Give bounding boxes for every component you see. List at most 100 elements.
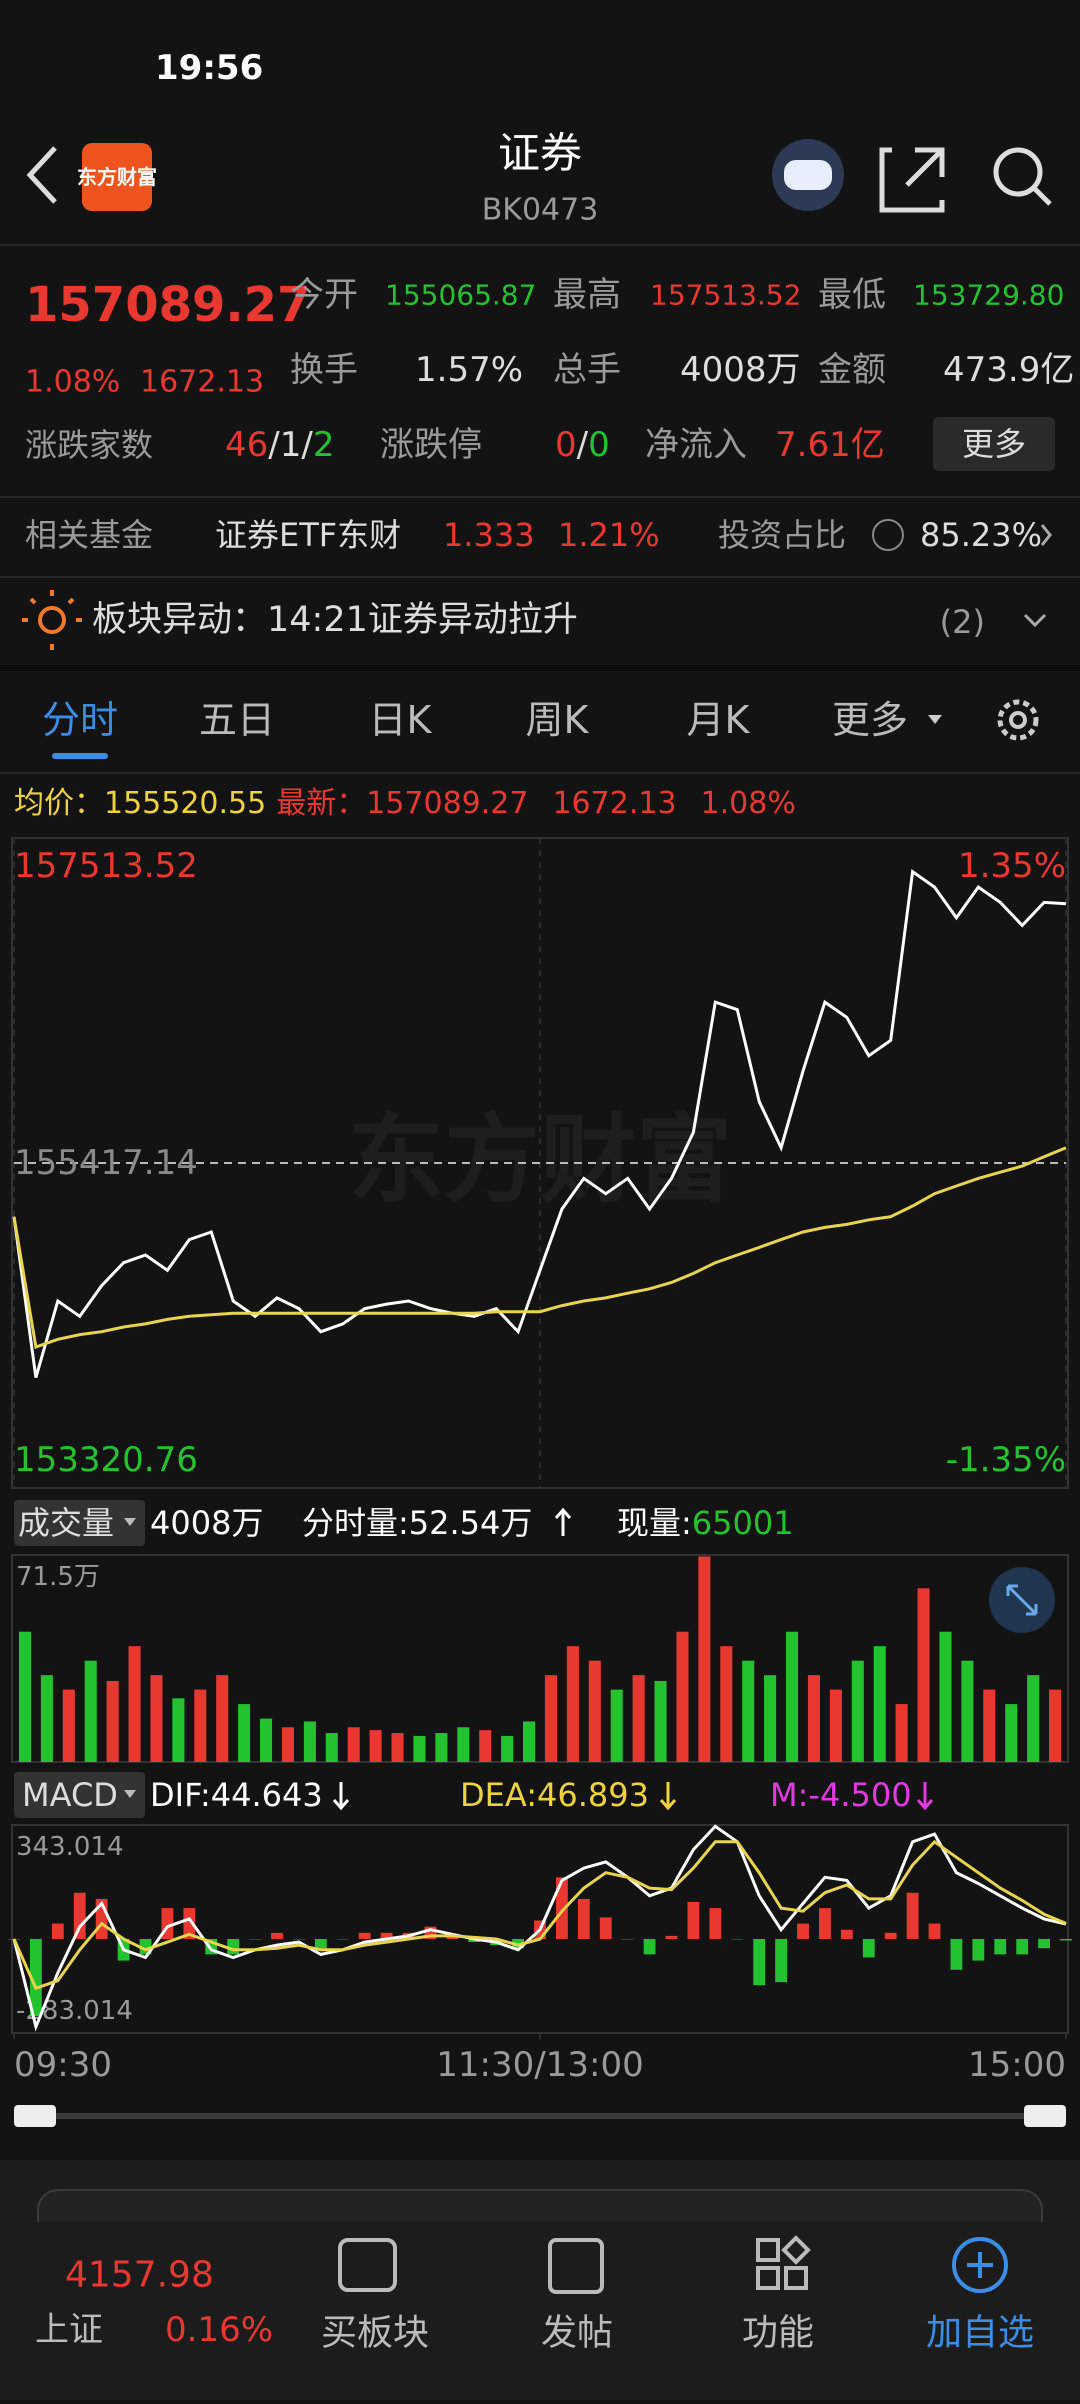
tab[interactable]: 更多 (832, 698, 908, 742)
volume-bar (1049, 1689, 1062, 1762)
volume-bar (983, 1689, 996, 1762)
text-part: 46 (225, 425, 268, 465)
macd-bar (205, 1938, 218, 1955)
text-part: 65001 (692, 1504, 794, 1542)
volume-bar (939, 1631, 952, 1762)
share-button[interactable] (879, 147, 945, 213)
volume-bar (1005, 1704, 1018, 1762)
macd-selector-label[interactable]: MACD (22, 1776, 118, 1814)
y-tick-label: 343.014 (16, 1832, 124, 1862)
macd-selector[interactable] (14, 1772, 145, 1818)
volume-bar (588, 1660, 601, 1762)
help-icon[interactable] (872, 519, 904, 551)
data-line (12, 1824, 1067, 2032)
field-label: 最高 (553, 275, 621, 315)
last-price: 157089.27 (25, 277, 310, 333)
volume-bar (347, 1727, 360, 1762)
macd-bar (753, 1938, 766, 1986)
volume-bar (194, 1689, 207, 1762)
tab[interactable]: 周K (526, 698, 590, 742)
limit-label: 涨跌停 (380, 425, 482, 465)
y-tick-label: 155417.14 (14, 1143, 198, 1183)
macd-bar (862, 1938, 875, 1958)
macd-bar (249, 1938, 261, 1940)
macd-m: M:-4.500 (770, 1776, 912, 1814)
volume-bar (632, 1675, 645, 1762)
up-arrow (554, 1507, 572, 1536)
nav-label[interactable]: 买板块 (321, 2313, 429, 2354)
field-label: 今开 (290, 275, 358, 315)
macd-bar (161, 1908, 174, 1939)
chevron[interactable] (1023, 613, 1047, 628)
back-button[interactable] (26, 146, 57, 204)
settings-button[interactable] (997, 699, 1039, 741)
summary-line: 均价：155520.55 最新：157089.27 1672.13 1.08% (14, 786, 796, 821)
field-value: 153729.80 (913, 279, 1064, 312)
status-time: 19:56 (155, 48, 263, 88)
macd-bar (599, 1917, 612, 1939)
change-pct: 1.08% (25, 365, 120, 400)
macd-bar (840, 1929, 853, 1939)
dropdown-arrow (928, 715, 942, 724)
net-inflow-label: 净流入 (645, 425, 747, 465)
nav-label[interactable]: 发帖 (541, 2313, 613, 2354)
search-button[interactable] (993, 147, 1043, 197)
volume-bar (676, 1631, 689, 1762)
volume-selector-label[interactable]: 成交量 (18, 1504, 114, 1542)
macd-bar (227, 1938, 240, 1955)
tab[interactable]: 五日 (199, 698, 275, 742)
sector-code: BK0473 (482, 193, 599, 228)
nav-label[interactable]: 功能 (742, 2313, 814, 2354)
weight-value: 85.23% (920, 516, 1042, 554)
text-part: 现量: (617, 1504, 692, 1542)
tab[interactable]: 分时 (42, 698, 118, 742)
volume-bar (807, 1675, 820, 1762)
macd-bar (358, 1932, 371, 1939)
volume-bar (764, 1675, 777, 1762)
macd-bar (819, 1908, 831, 1939)
volume-bar (786, 1631, 799, 1762)
macd-bar (183, 1908, 196, 1939)
text-part: / (577, 425, 589, 465)
macd-bar (1038, 1938, 1050, 1949)
text-part: / (301, 425, 313, 465)
y-tick-label: 157513.52 (14, 846, 198, 886)
macd-bar (30, 1938, 42, 2017)
section-gap (0, 665, 1080, 671)
volume-bar (40, 1675, 53, 1762)
chevron (1040, 524, 1052, 546)
index-value[interactable]: 4157.98 (65, 2255, 214, 2296)
nav-label[interactable]: 加自选 (926, 2313, 1034, 2354)
slider-handle[interactable] (1024, 2105, 1066, 2127)
app-logo-text: 东方财富 (77, 165, 157, 189)
macd-bar (139, 1938, 152, 1955)
fund-name[interactable]: 证券ETF东财 (215, 516, 401, 554)
macd-bar (424, 1926, 437, 1939)
slider-handle[interactable] (14, 2105, 56, 2127)
field-label: 换手 (290, 350, 358, 390)
data-line (12, 1146, 1067, 1350)
field-label: 最低 (818, 275, 886, 315)
text-part: 板块异动： (92, 600, 267, 640)
macd-bar (643, 1938, 656, 1955)
down-arrow (332, 1782, 350, 1811)
alert-icon (38, 606, 66, 634)
text-part: 1672.13 (552, 786, 676, 821)
tab[interactable]: 日K (369, 698, 433, 742)
page-title: 证券 (498, 129, 582, 178)
macd-bar (293, 1938, 305, 1940)
volume-bar (413, 1735, 426, 1762)
volume-bar (18, 1631, 31, 1762)
volume-selector[interactable] (14, 1500, 145, 1546)
alert-text: 板块异动：14:21证券异动拉升 (92, 600, 578, 640)
more-button[interactable] (933, 417, 1055, 471)
volume-bar (851, 1660, 864, 1762)
search-handle (1032, 186, 1052, 206)
macd-bar (446, 1935, 459, 1939)
more-button-label[interactable]: 更多 (962, 425, 1026, 463)
tab[interactable]: 月K (687, 698, 751, 742)
range-slider[interactable] (14, 2113, 1066, 2119)
macd-bar (1016, 1938, 1029, 1955)
volume-bar (260, 1718, 273, 1762)
volume-bar (128, 1646, 141, 1762)
